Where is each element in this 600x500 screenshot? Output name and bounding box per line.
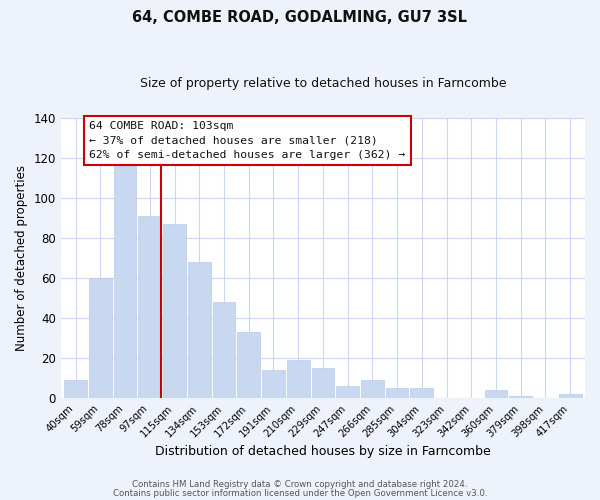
X-axis label: Distribution of detached houses by size in Farncombe: Distribution of detached houses by size … [155,444,491,458]
Bar [287,360,310,399]
Y-axis label: Number of detached properties: Number of detached properties [15,166,28,352]
Bar [336,386,359,398]
Bar [386,388,409,398]
Text: Contains HM Land Registry data © Crown copyright and database right 2024.: Contains HM Land Registry data © Crown c… [132,480,468,489]
Text: 64 COMBE ROAD: 103sqm
← 37% of detached houses are smaller (218)
62% of semi-det: 64 COMBE ROAD: 103sqm ← 37% of detached … [89,121,406,160]
Bar [64,380,87,398]
Bar [238,332,260,398]
Bar [311,368,334,398]
Title: Size of property relative to detached houses in Farncombe: Size of property relative to detached ho… [140,78,506,90]
Text: Contains public sector information licensed under the Open Government Licence v3: Contains public sector information licen… [113,489,487,498]
Text: 64, COMBE ROAD, GODALMING, GU7 3SL: 64, COMBE ROAD, GODALMING, GU7 3SL [133,10,467,25]
Bar [410,388,433,398]
Bar [559,394,581,398]
Bar [114,166,136,398]
Bar [139,216,161,398]
Bar [89,278,112,398]
Bar [163,224,186,398]
Bar [361,380,384,398]
Bar [188,262,211,398]
Bar [509,396,532,398]
Bar [212,302,235,398]
Bar [262,370,285,398]
Bar [485,390,508,398]
